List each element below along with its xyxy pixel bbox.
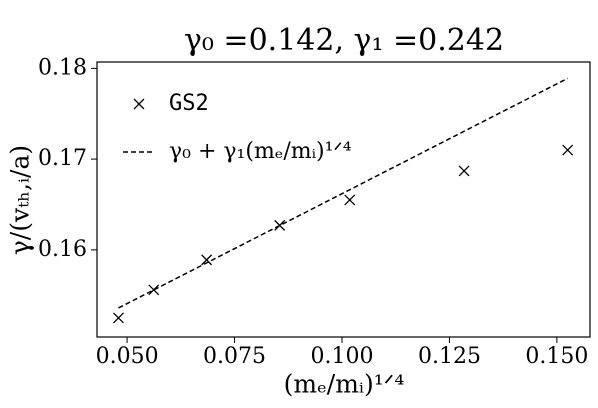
y-tick-label: 0.17 <box>38 146 87 171</box>
x-tick-label: 0.075 <box>203 344 266 369</box>
x-tick-label: 0.150 <box>525 344 588 369</box>
fit-line <box>118 77 568 309</box>
y-axis-label: γ/(vₜₕ,ᵢ/a) <box>6 145 35 255</box>
data-point <box>201 254 213 266</box>
data-point <box>344 194 356 206</box>
data-point <box>148 284 160 296</box>
legend-label: GS2 <box>169 91 209 116</box>
x-tick-label: 0.050 <box>96 344 159 369</box>
y-tick-label: 0.18 <box>38 55 87 80</box>
y-tick-label: 0.16 <box>38 237 87 262</box>
data-point <box>274 219 286 231</box>
x-tick-label: 0.100 <box>311 344 374 369</box>
data-point <box>113 312 124 324</box>
data-point <box>458 165 470 177</box>
legend-label: γ₀ + γ₁(mₑ/mᵢ)¹ᐟ⁴ <box>169 139 352 164</box>
legend-marker <box>133 98 145 110</box>
data-point <box>562 144 574 156</box>
chart-title: γ₀ =0.142, γ₁ =0.242 <box>184 23 504 58</box>
x-axis-label: (mₑ/mᵢ)¹ᐟ⁴ <box>284 370 405 399</box>
plot-frame <box>96 61 591 338</box>
x-tick-label: 0.125 <box>418 344 481 369</box>
